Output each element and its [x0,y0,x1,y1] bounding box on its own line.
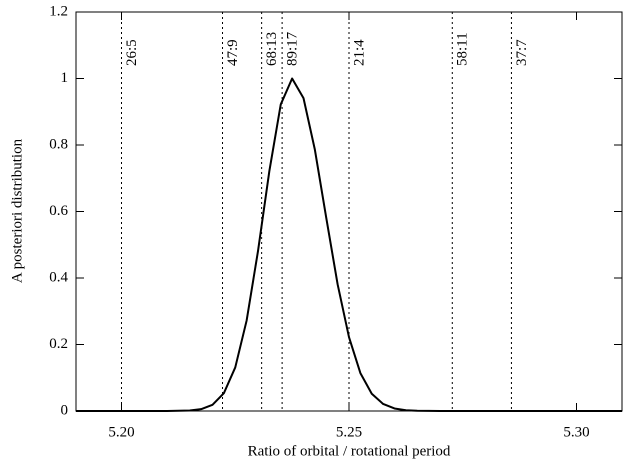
y-tick-label: 1 [61,70,69,86]
ratio-label: 26:5 [124,39,140,66]
ratio-label: 58:11 [455,32,471,66]
ratio-label: 68:13 [264,32,280,66]
y-axis-label: A posteriori distribution [9,138,25,283]
ratio-label: 47:9 [225,39,241,66]
ratio-label: 21:4 [351,39,367,66]
y-tick-label: 0.4 [49,269,68,285]
y-tick-label: 1.2 [49,3,68,19]
x-axis-label: Ratio of orbital / rotational period [248,443,451,459]
y-tick-label: 0.2 [49,336,68,352]
x-tick-label: 5.20 [108,424,134,440]
y-tick-label: 0 [61,402,69,418]
y-tick-label: 0.6 [49,203,68,219]
ratio-label: 89:17 [285,31,301,66]
ratio-label: 37:7 [514,39,530,66]
plot-frame [75,11,623,412]
x-tick-label: 5.25 [336,424,362,440]
x-tick-label: 5.30 [563,424,589,440]
distribution-curve [76,77,622,412]
y-tick-label: 0.8 [49,136,68,152]
